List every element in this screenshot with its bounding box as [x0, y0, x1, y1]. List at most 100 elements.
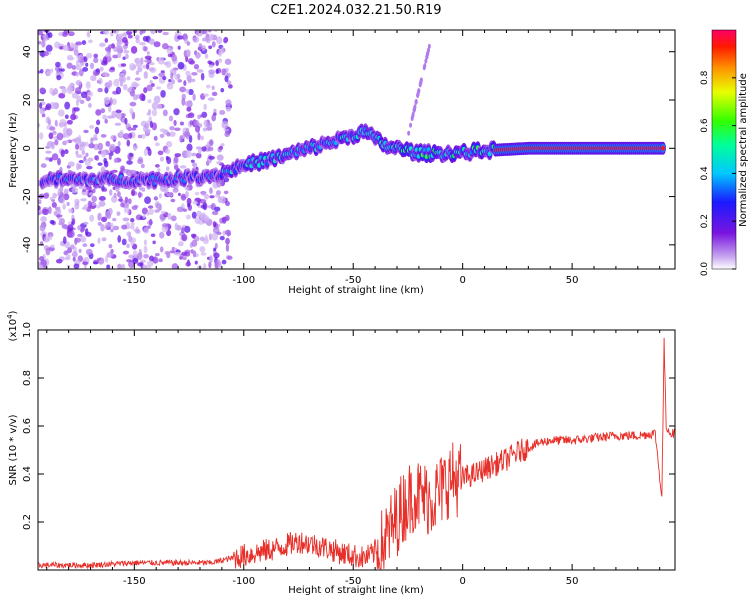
spectrogram-noise-speckle — [147, 205, 154, 209]
spectrogram-noise-speckle — [135, 229, 141, 234]
spectrogram-noise-speckle — [112, 30, 117, 34]
spectrogram-noise-speckle — [109, 189, 113, 196]
spectrogram-noise-speckle — [117, 263, 122, 269]
spectrogram-noise-speckle — [123, 207, 128, 214]
spectrogram-noise-speckle — [126, 258, 133, 263]
spectrogram-noise-speckle — [55, 209, 62, 215]
spectrogram-noise-speckle — [141, 187, 146, 192]
spectrogram-noise-speckle — [160, 89, 166, 98]
spectrogram-branch-speckle — [419, 79, 423, 85]
spectrogram-noise-speckle — [85, 62, 89, 67]
spectrogram-noise-speckle — [192, 250, 197, 258]
spectrogram-noise-speckle — [103, 30, 109, 35]
spectrogram-noise-speckle — [175, 251, 181, 256]
spectrogram-noise-speckle — [124, 196, 129, 204]
spectrogram-noise-speckle — [104, 118, 108, 124]
spectrogram-noise-speckle — [149, 62, 155, 66]
spectrogram-noise-speckle — [92, 261, 99, 265]
snr-y-tick-label: 0.2 — [22, 514, 33, 530]
spectrogram-noise-speckle — [49, 235, 53, 240]
spectrogram-y-tick-label: 0 — [22, 145, 33, 151]
spectrogram-noise-speckle — [97, 221, 102, 226]
spectrogram-noise-speckle — [124, 117, 128, 125]
snr-y-tick-label: 1.0 — [22, 322, 33, 338]
spectrogram-noise-speckle — [208, 261, 212, 269]
spectrogram-noise-speckle — [75, 71, 80, 77]
spectrogram-noise-speckle — [157, 168, 161, 172]
spectrogram-noise-speckle — [186, 41, 191, 46]
spectrogram-noise-speckle — [166, 193, 174, 197]
spectrogram-noise-speckle — [191, 72, 198, 76]
spectrogram-noise-speckle — [219, 235, 225, 241]
spectrogram-noise-speckle — [107, 79, 113, 88]
spectrogram-noise-speckle — [97, 142, 104, 151]
spectrogram-noise-speckle — [45, 44, 53, 52]
spectrogram-noise-speckle — [170, 215, 177, 222]
spectrogram-noise-speckle — [186, 143, 193, 152]
spectrogram-noise-speckle — [170, 198, 176, 203]
spectrogram-noise-speckle — [85, 96, 91, 102]
spectrogram-noise-speckle — [155, 252, 160, 257]
spectrogram-noise-speckle — [98, 200, 106, 207]
spectrogram-noise-speckle — [193, 63, 200, 70]
spectrogram-noise-speckle — [199, 236, 205, 242]
spectrogram-noise-speckle — [203, 103, 207, 111]
spectrogram-noise-speckle — [159, 133, 165, 139]
spectrogram-noise-speckle — [49, 68, 54, 73]
spectrogram-noise-speckle — [196, 69, 204, 73]
spectrogram-noise-speckle — [105, 225, 111, 231]
spectrogram-noise-speckle — [88, 102, 92, 108]
spectrogram-noise-speckle — [89, 214, 95, 222]
spectrogram-noise-speckle — [85, 231, 92, 237]
spectrogram-noise-speckle — [179, 121, 185, 126]
spectrogram-noise-speckle — [123, 49, 130, 54]
spectrogram-noise-speckle — [119, 129, 124, 137]
spectrogram-noise-speckle — [104, 37, 109, 43]
spectrogram-noise-speckle — [79, 99, 85, 104]
spectrogram-noise-speckle — [122, 250, 130, 255]
spectrogram-noise-speckle — [170, 79, 176, 85]
spectrogram-noise-speckle — [62, 236, 67, 244]
spectrogram-noise-speckle — [207, 60, 212, 65]
colorbar-gradient — [711, 29, 737, 270]
spectrogram-noise-speckle — [208, 45, 213, 50]
spectrogram-noise-speckle — [142, 35, 149, 42]
spectrogram-noise-speckle — [77, 233, 83, 237]
spectrogram-noise-speckle — [69, 244, 75, 250]
spectrogram-noise-speckle — [82, 243, 88, 248]
spectrogram-noise-speckle — [194, 217, 201, 224]
spectrogram-noise-speckle — [225, 200, 230, 207]
spectrogram-noise-speckle — [144, 123, 150, 129]
spectrogram-noise-speckle — [180, 227, 185, 234]
spectrogram-noise-speckle — [47, 32, 53, 39]
spectrogram-noise-speckle — [45, 103, 52, 111]
spectrogram-noise-speckle — [144, 59, 151, 63]
spectrogram-noise-speckle — [118, 72, 126, 79]
spectrogram-noise-speckle — [226, 255, 233, 260]
spectrogram-branch-speckle — [411, 111, 415, 117]
spectrogram-noise-speckle — [130, 189, 136, 197]
figure-title: C2E1.2024.032.21.50.R19 — [270, 3, 441, 18]
spectrogram-noise-speckle — [126, 160, 133, 165]
spectrogram-noise-speckle — [43, 51, 49, 57]
spectrogram-noise-speckle — [154, 209, 160, 213]
spectrogram-noise-speckle — [201, 146, 207, 152]
spectrogram-noise-speckle — [177, 79, 183, 83]
spectrogram-noise-speckle — [138, 191, 142, 199]
spectrogram-noise-speckle — [117, 198, 124, 202]
spectrogram-noise-speckle — [191, 211, 197, 219]
snr-panel: -150 -100 -50 0 50 0.2 0.4 0.6 0.8 1.0 Height of … — [6, 310, 676, 596]
spectrogram-noise-speckle — [194, 260, 198, 265]
spectrogram-noise-speckle — [165, 148, 171, 155]
spectrogram-noise-speckle — [184, 225, 191, 233]
spectrogram-x-tick-label: -150 — [123, 275, 146, 286]
spectrogram-noise-speckle — [161, 43, 169, 50]
spectrogram-noise-speckle — [217, 262, 222, 269]
spectrogram-noise-speckle — [84, 158, 91, 167]
spectrogram-noise-speckle — [79, 236, 87, 243]
spectrogram-noise-speckle — [87, 200, 93, 209]
spectrogram-noise-speckle — [173, 119, 177, 127]
spectrogram-noise-speckle — [191, 152, 197, 157]
spectrogram-noise-speckle — [109, 143, 116, 151]
spectrogram-noise-speckle — [143, 253, 149, 259]
